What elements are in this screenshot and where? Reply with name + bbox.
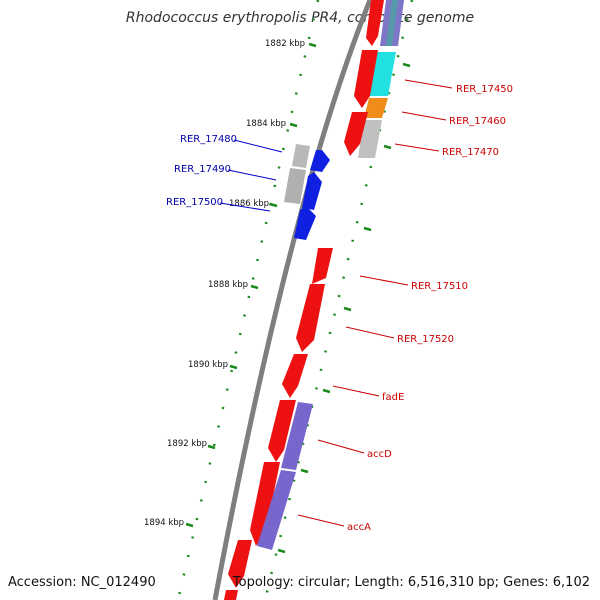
gene-arrow-forward — [224, 590, 238, 600]
kbp-label: 1892 kbp — [167, 439, 207, 449]
acc-strip-2 — [257, 470, 296, 550]
gene-label-forward: accD — [367, 449, 392, 460]
gene-label-forward: RER_17450 — [456, 84, 513, 95]
major-ticks — [185, 42, 317, 528]
outer-strip-4 — [364, 98, 388, 118]
gene-arrow-forward — [268, 400, 296, 462]
gene-arrow-forward — [312, 248, 333, 284]
gene-label-reverse: RER_17490 — [174, 164, 231, 175]
gene-arrow-forward — [296, 284, 325, 352]
gene-label-forward: accA — [347, 522, 371, 533]
gene-arrow-forward — [344, 112, 368, 156]
gene-arrow-forward — [354, 50, 378, 108]
accession-label: Accession: NC_012490 — [8, 575, 156, 590]
gene-label-forward: fadE — [382, 392, 404, 403]
kbp-label: 1890 kbp — [188, 360, 228, 370]
acc-strip-1 — [281, 402, 313, 470]
gene-arrow-forward — [282, 354, 308, 398]
gene-grey — [284, 168, 306, 204]
kbp-label: 1894 kbp — [144, 518, 184, 528]
forward-callout-lines — [297, 79, 453, 527]
gene-label-forward: RER_17470 — [442, 147, 499, 158]
kbp-label: 1884 kbp — [246, 119, 286, 129]
gene-grey — [292, 144, 310, 168]
gene-arrow-reverse — [302, 172, 322, 210]
gene-arrow-forward — [366, 0, 384, 46]
gene-arrow-forward — [228, 540, 252, 588]
gene-label-forward: RER_17460 — [449, 116, 506, 127]
gene-arrow-forward — [250, 462, 280, 546]
kbp-label: 1886 kbp — [229, 199, 269, 209]
reverse-callout-lines — [219, 139, 283, 212]
gene-arrow-reverse — [294, 206, 316, 240]
gene-label-forward: RER_17520 — [397, 334, 454, 345]
outer-strip-2 — [386, 0, 398, 46]
gene-label-forward: RER_17510 — [411, 281, 468, 292]
kbp-label: 1882 kbp — [265, 39, 305, 49]
kbp-label: 1888 kbp — [208, 280, 248, 290]
major-ticks-outer — [277, 62, 411, 554]
inner-scale-arc — [176, 0, 320, 600]
backbone-line — [212, 0, 373, 600]
gene-label-reverse: RER_17480 — [180, 134, 237, 145]
genome-summary: Topology: circular; Length: 6,516,310 bp… — [232, 575, 590, 590]
outer-strip-5 — [358, 120, 382, 158]
gene-label-reverse: RER_17500 — [166, 197, 223, 208]
gene-arrow-reverse — [310, 150, 330, 172]
outer-strip-3 — [369, 52, 396, 96]
